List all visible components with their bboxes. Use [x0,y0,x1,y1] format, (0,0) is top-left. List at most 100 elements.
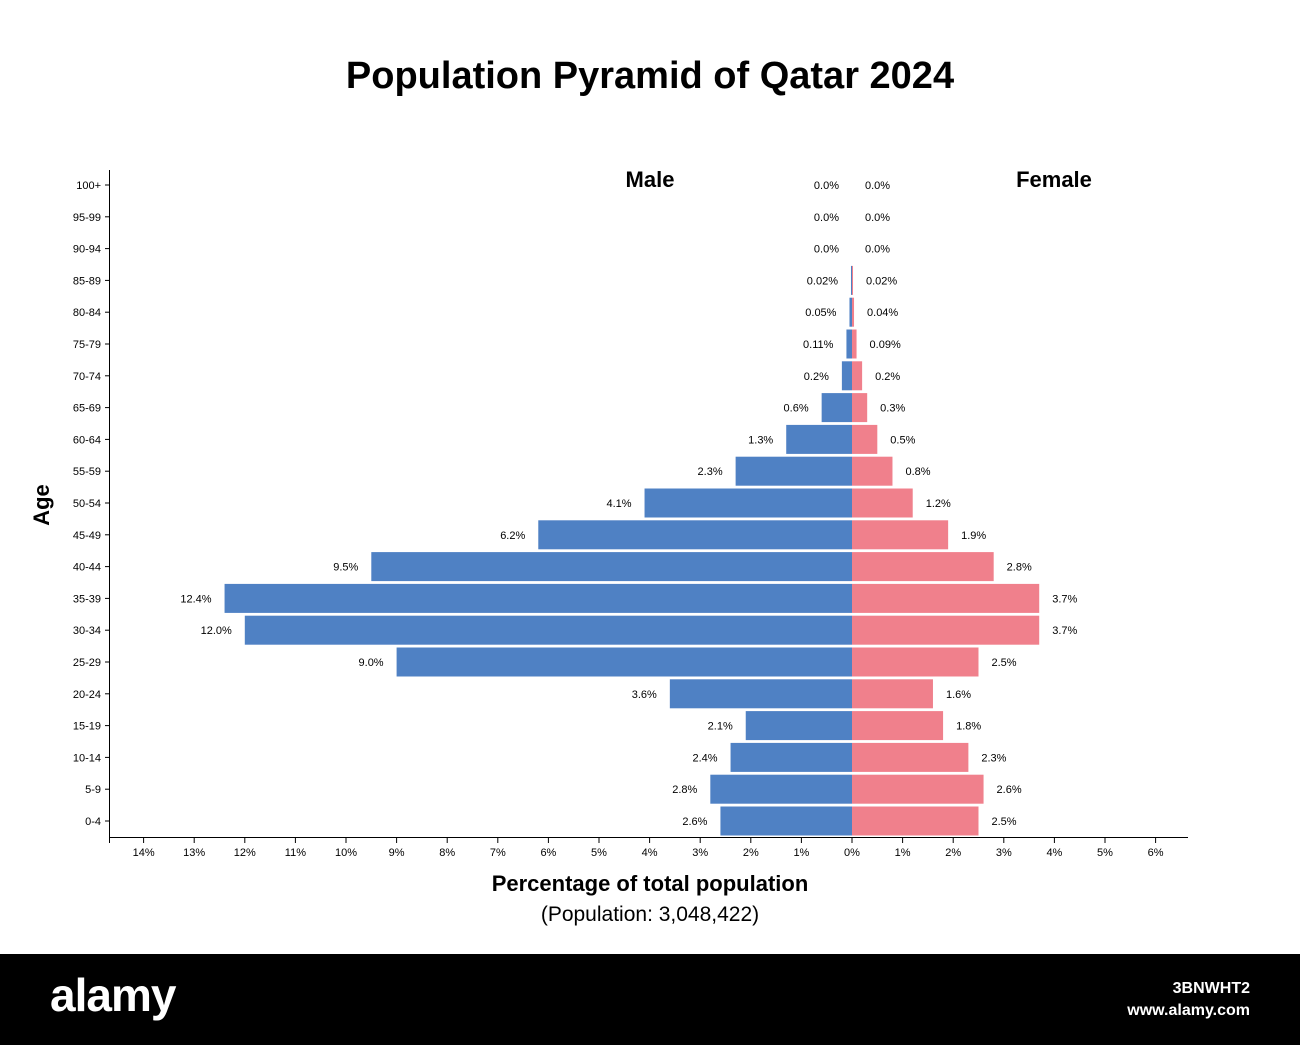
x-axis-ticks: 14% 13% 12% 11% 10% 9% 8% 7% 6% 5% 4% 3% 2% 1% 0% 1% 2% 3… [133,838,1164,859]
bar-male-65-69 [821,393,852,423]
bar-male-55-59 [735,456,852,486]
label-female-25-29: 2.5% [992,657,1017,669]
label-female-20-24: 1.6% [946,689,971,701]
y-tick-label-80-84: 80-84 [73,307,101,319]
label-female-90-94: 0.0% [865,244,890,256]
bar-female-5-9 [852,774,984,804]
label-male-50-54: 4.1% [606,498,631,510]
x-tick-label: 6% [1148,847,1164,859]
label-male-75-79: 0.11% [803,339,834,351]
label-male-30-34: 12.0% [201,625,232,637]
bar-male-85-89 [850,265,852,295]
y-tick-label-50-54: 50-54 [73,498,101,510]
label-female-85-89: 0.02% [866,275,897,287]
y-tick-label-0-4: 0-4 [85,816,101,828]
bars-layer [224,265,1040,836]
label-male-90-94: 0.0% [814,244,839,256]
label-male-15-19: 2.1% [708,721,733,733]
label-male-95-99: 0.0% [814,212,839,224]
bar-male-45-49 [538,520,852,550]
label-male-35-39: 12.4% [180,593,211,605]
bar-male-80-84 [849,297,852,327]
footer-url: www.alamy.com [1127,1002,1250,1019]
label-female-70-74: 0.2% [875,371,900,383]
y-tick-label-20-24: 20-24 [73,689,101,701]
y-tick-label-60-64: 60-64 [73,434,101,446]
y-tick-label-95-99: 95-99 [73,212,101,224]
label-male-65-69: 0.6% [784,403,809,415]
x-tick-label: 11% [285,847,306,859]
bar-male-10-14 [730,742,852,772]
x-tick-label: 14% [133,847,155,859]
label-female-100plus: 0.0% [865,180,890,192]
label-female-5-9: 2.6% [997,784,1022,796]
bar-female-85-89 [852,265,854,295]
x-tick-label: 10% [335,847,357,859]
x-tick-label: 1% [793,847,809,859]
bar-female-70-74 [852,361,863,391]
label-female-95-99: 0.0% [865,212,890,224]
y-tick-label-100plus: 100+ [76,180,101,192]
label-male-80-84: 0.05% [805,307,836,319]
bar-male-15-19 [745,711,852,741]
male-side-label: Male [626,167,675,192]
label-male-0-4: 2.6% [682,816,707,828]
label-female-35-39: 3.7% [1052,593,1077,605]
y-tick-label-55-59: 55-59 [73,466,101,478]
label-female-80-84: 0.04% [867,307,898,319]
y-tick-label-35-39: 35-39 [73,593,101,605]
y-tick-label-85-89: 85-89 [73,275,101,287]
bar-female-20-24 [852,679,933,709]
label-female-75-79: 0.09% [870,339,901,351]
bar-female-60-64 [852,424,878,454]
label-male-55-59: 2.3% [698,466,723,478]
bar-female-75-79 [852,329,857,359]
x-tick-label: 4% [642,847,658,859]
label-male-20-24: 3.6% [632,689,657,701]
y-tick-label-30-34: 30-34 [73,625,101,637]
bar-male-25-29 [396,647,852,677]
label-female-0-4: 2.5% [992,816,1017,828]
bar-male-40-44 [371,552,852,582]
bar-male-20-24 [669,679,852,709]
y-tick-label-70-74: 70-74 [73,371,101,383]
y-tick-label-15-19: 15-19 [73,721,101,733]
x-tick-label: 9% [389,847,405,859]
chart-title: Population Pyramid of Qatar 2024 [346,55,954,97]
label-female-55-59: 0.8% [905,466,930,478]
population-pyramid-chart: Population Pyramid of Qatar 2024 Male Fe… [29,55,1188,926]
bar-female-10-14 [852,742,969,772]
bar-female-40-44 [852,552,994,582]
x-tick-label: 5% [1097,847,1113,859]
bar-female-50-54 [852,488,913,518]
bar-female-55-59 [852,456,893,486]
y-tick-label-5-9: 5-9 [85,784,101,796]
y-tick-label-40-44: 40-44 [73,562,101,574]
label-female-45-49: 1.9% [961,530,986,542]
y-tick-label-10-14: 10-14 [73,752,101,764]
label-female-40-44: 2.8% [1007,562,1032,574]
bar-female-80-84 [852,297,855,327]
bar-female-35-39 [852,583,1040,613]
bar-male-5-9 [710,774,852,804]
bar-female-15-19 [852,711,944,741]
label-male-60-64: 1.3% [748,434,773,446]
label-female-30-34: 3.7% [1052,625,1077,637]
x-tick-label: 4% [1046,847,1062,859]
label-female-65-69: 0.3% [880,403,905,415]
label-female-60-64: 0.5% [890,434,915,446]
bar-male-70-74 [841,361,852,391]
label-male-40-44: 9.5% [333,562,358,574]
x-tick-label: 7% [490,847,506,859]
y-tick-label-45-49: 45-49 [73,530,101,542]
x-tick-label: 6% [540,847,556,859]
bar-male-35-39 [224,583,852,613]
bar-male-60-64 [786,424,852,454]
x-axis-title: Percentage of total population [492,871,809,896]
data-labels-layer: 0.0% 0.0% 0.0% 0.0% 0.0% 0.0% 0.02% 0.02% 0.05% 0… [180,180,1077,828]
x-tick-label: 8% [439,847,455,859]
label-male-10-14: 2.4% [692,752,717,764]
label-male-45-49: 6.2% [500,530,525,542]
bar-female-30-34 [852,615,1040,645]
x-tick-label: 13% [183,847,205,859]
